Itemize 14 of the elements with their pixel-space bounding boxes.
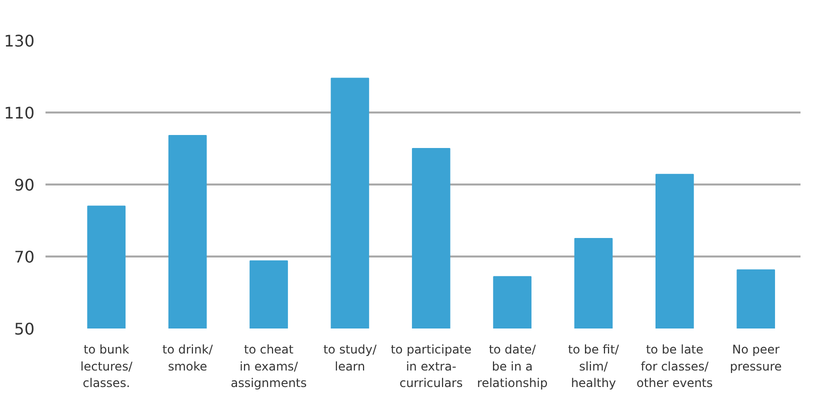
- x-tick-label: to participate in extra- curriculars: [390, 342, 472, 390]
- y-tick-label: 90: [14, 176, 34, 194]
- x-tick-label: to drink/ smoke: [162, 342, 214, 374]
- y-tick-label: 110: [4, 104, 35, 122]
- y-tick-label: 70: [14, 248, 34, 266]
- y-tick-label: 50: [14, 320, 34, 338]
- x-tick-label: to be late for classes/ other events: [636, 342, 713, 390]
- x-tick-label: to be fit/ slim/ healthy: [568, 342, 620, 390]
- x-tick-label: to cheat in exams/ assignments: [230, 342, 307, 390]
- x-tick-label: to study/ learn: [323, 342, 378, 374]
- x-tick-label: to bunk lectures/ classes.: [80, 342, 134, 390]
- y-tick-label: 130: [4, 32, 35, 50]
- x-tick-label: No peer pressure: [730, 342, 782, 374]
- x-tick-label: to date/ be in a relationship: [477, 342, 548, 390]
